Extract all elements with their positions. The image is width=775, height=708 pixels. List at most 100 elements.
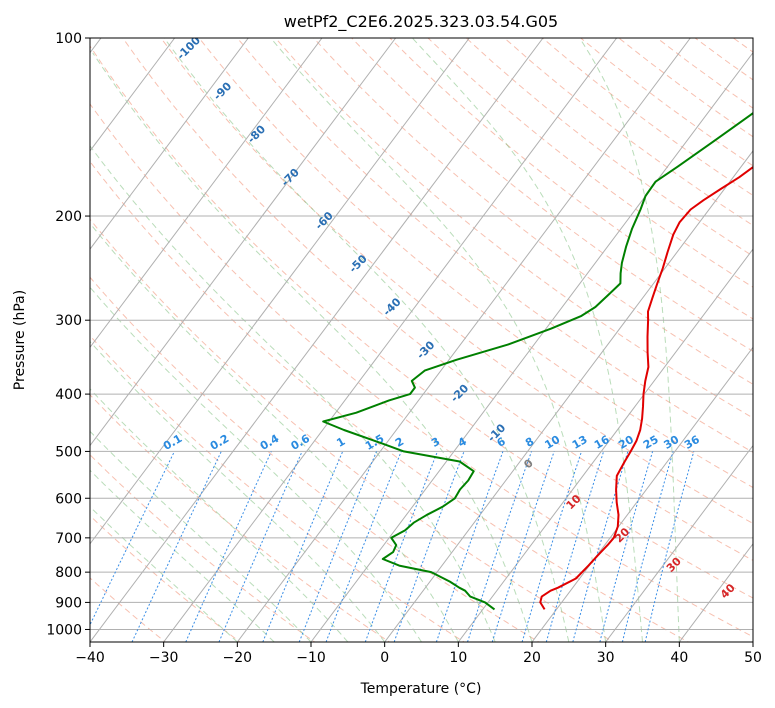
moist-adiabat	[270, 38, 607, 642]
dry-adiabat	[656, 38, 753, 109]
isotherm-label: -70	[279, 166, 302, 189]
y-tick-label: 100	[55, 31, 82, 47]
mixing-ratio-label: 0.4	[258, 432, 282, 453]
mixing-ratio-line	[325, 451, 402, 642]
mixing-ratio-label: 16	[592, 433, 612, 452]
dry-adiabat	[90, 454, 316, 642]
dry-adiabat	[90, 45, 753, 599]
moist-adiabat	[90, 430, 312, 642]
y-tick-label: 700	[55, 531, 82, 547]
isotherm	[90, 38, 323, 349]
dry-adiabat	[122, 38, 753, 561]
dry-adiabat	[618, 38, 753, 138]
mixing-ratio-label: 10	[543, 433, 563, 452]
moist-adiabat	[92, 52, 533, 642]
mixing-ratio-line	[644, 451, 695, 642]
mixing-ratio-line	[599, 451, 654, 642]
x-tick-label: 40	[670, 650, 688, 666]
mixing-ratio-label: 0.2	[208, 432, 231, 453]
moist-adiabat	[163, 38, 570, 642]
x-tick-label: 50	[744, 650, 762, 666]
x-tick-label: −30	[149, 650, 179, 666]
dry-adiabat	[733, 38, 753, 53]
mixing-ratio-label: 1	[334, 435, 347, 450]
y-tick-label: 1000	[46, 622, 82, 638]
y-tick-label: 600	[55, 491, 82, 507]
x-tick-label: −10	[296, 650, 326, 666]
mixing-ratio-line	[90, 451, 175, 627]
isotherm	[236, 38, 691, 642]
dry-adiabat	[465, 38, 753, 257]
mixing-ratio-line	[364, 451, 438, 642]
isotherm-label: -20	[448, 381, 471, 404]
x-tick-label: 10	[449, 650, 467, 666]
y-axis-ticks: 1000 900 800 700 600 500 400 300 200 100	[46, 31, 90, 638]
isotherm-label: -80	[245, 122, 268, 145]
moist-adiabat	[579, 38, 680, 642]
dry-adiabat	[389, 38, 753, 320]
isotherm	[678, 542, 753, 642]
temperature-line	[539, 165, 753, 610]
dry-adiabat	[542, 38, 753, 197]
dry-adiabat	[90, 276, 540, 642]
x-tick-label: 20	[523, 650, 541, 666]
y-tick-label: 900	[55, 595, 82, 611]
dry-adiabat	[313, 38, 753, 385]
mixing-ratio-line	[467, 451, 532, 642]
x-tick-label: 0	[380, 650, 389, 666]
dry-adiabat	[772, 38, 775, 644]
mixing-ratio-label: 36	[682, 433, 702, 452]
y-tick-label: 800	[55, 565, 82, 581]
dry-adiabat	[90, 515, 241, 642]
moist-adiabat	[90, 222, 459, 642]
isotherm-label: -50	[347, 252, 370, 275]
isotherm	[90, 38, 176, 152]
dry-adiabat	[694, 38, 753, 81]
mixing-ratio-line	[545, 451, 605, 642]
x-tick-label: 30	[597, 650, 615, 666]
dry-adiabat	[90, 103, 753, 638]
mixing-ratio-line	[131, 451, 222, 642]
isotherm	[90, 38, 249, 250]
mixing-ratio-label: 4	[456, 435, 469, 450]
y-tick-label: 500	[55, 444, 82, 460]
isotherm	[752, 641, 753, 642]
chart-title: wetPf2_C2E6.2025.323.03.54.G05	[284, 12, 558, 32]
moist-adiabat	[90, 506, 238, 642]
mixing-ratio-label: 25	[641, 433, 661, 452]
mixing-ratio-line	[572, 451, 629, 642]
isotherm-label: -40	[380, 295, 403, 318]
moist-adiabat	[90, 388, 349, 642]
dry-adiabat	[351, 38, 753, 352]
isotherm	[457, 248, 753, 642]
mixing-ratio-label: 1.5	[363, 432, 386, 453]
dewpoint-line	[322, 111, 753, 611]
isotherm-label: -10	[485, 421, 508, 444]
plot-frame	[89, 37, 754, 643]
isotherm	[310, 51, 753, 642]
moist-adiabat	[90, 469, 275, 642]
x-tick-label: −40	[75, 650, 105, 666]
x-tick-label: −20	[223, 650, 253, 666]
isotherm	[90, 38, 397, 447]
mixing-ratio-line	[621, 451, 674, 642]
y-axis-title: Pressure (hPa)	[12, 290, 28, 390]
isopleth-labels: 0.1 0.2 0.4 0.6 1 1.5 2 3 4 6 8 10 13 16 20 25 30 36-100-…	[161, 38, 738, 601]
moist-adiabat	[411, 38, 643, 642]
mixing-ratio-label: 20	[616, 433, 636, 452]
y-tick-label: 300	[55, 313, 82, 329]
x-axis-title: Temperature (°C)	[360, 681, 482, 697]
isotherm-label: -30	[414, 338, 437, 361]
isotherm	[531, 346, 753, 642]
moist-adiabat	[90, 340, 386, 642]
y-tick-label: 200	[55, 209, 82, 225]
background-lines	[90, 38, 775, 644]
dry-adiabat	[504, 38, 753, 227]
moist-adiabat	[90, 286, 422, 642]
mixing-ratio-line	[393, 451, 465, 642]
dry-adiabat	[198, 38, 753, 489]
dry-adiabat	[427, 38, 753, 288]
isotherm-label: 10	[564, 492, 584, 512]
mixing-ratio-label: 13	[570, 433, 590, 452]
